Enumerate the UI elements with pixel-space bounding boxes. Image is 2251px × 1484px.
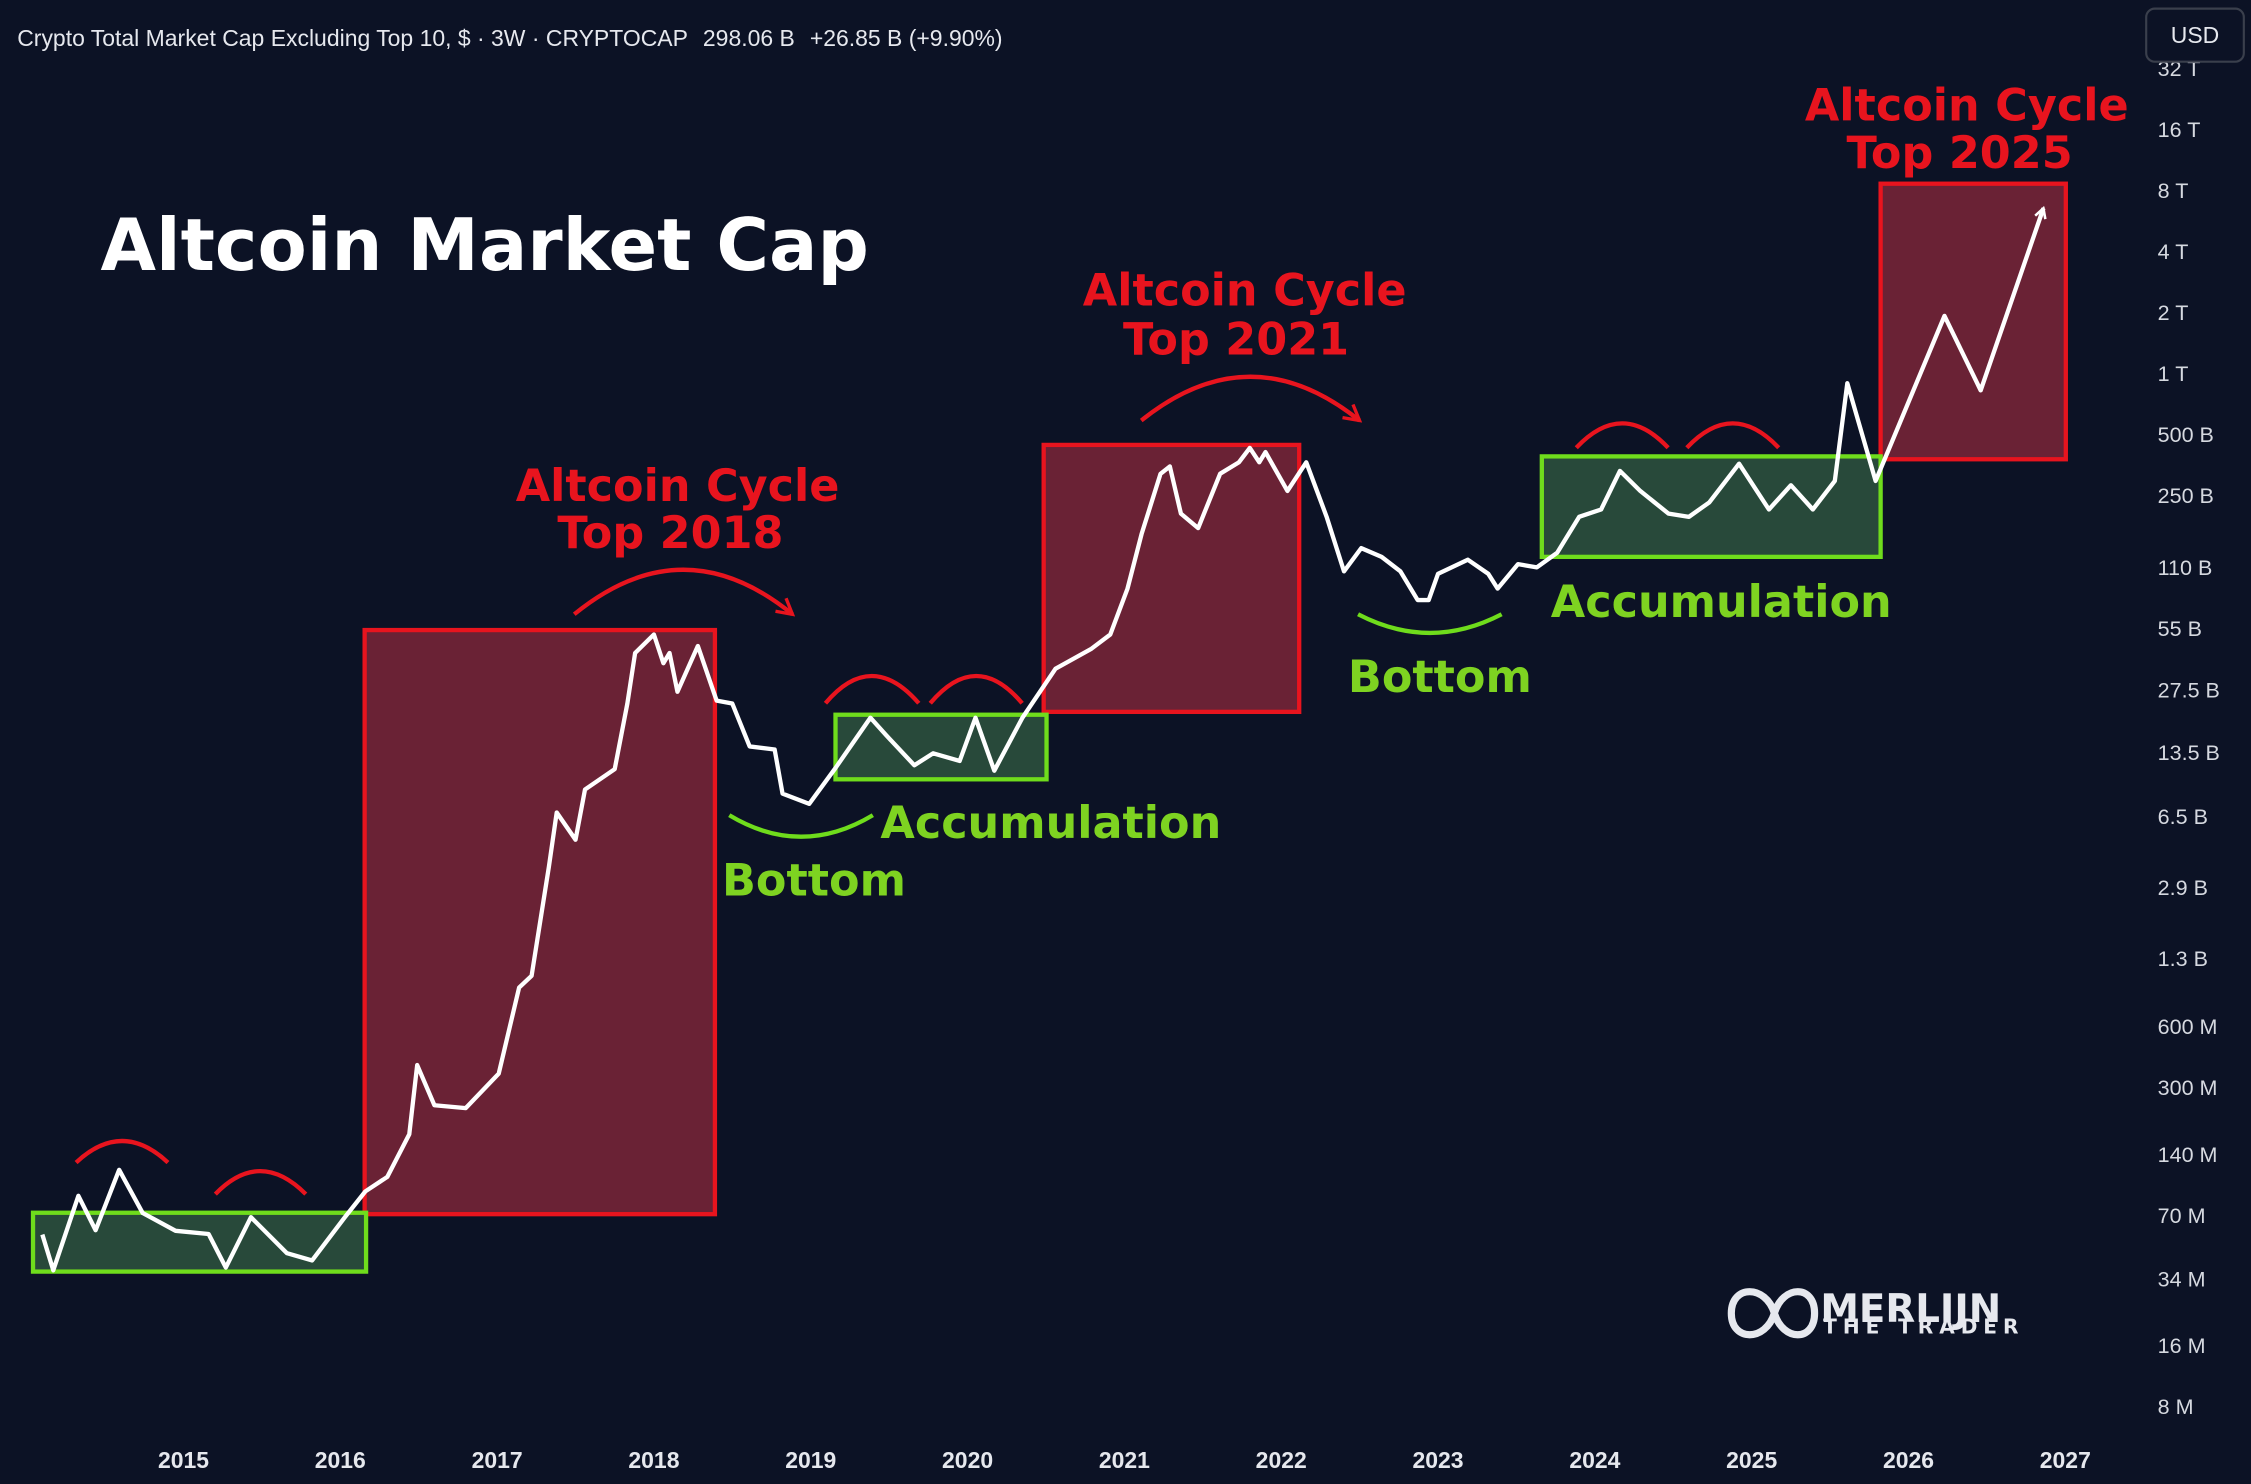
red-arc bbox=[1574, 421, 1670, 450]
annotation: Altcoin Cycle bbox=[1805, 81, 2129, 132]
x-tick-label: 2025 bbox=[1726, 1447, 1777, 1473]
x-tick-label: 2026 bbox=[1883, 1447, 1934, 1473]
y-tick-label: 16 T bbox=[2158, 118, 2201, 142]
y-tick-label: 2.9 B bbox=[2158, 876, 2208, 900]
red-arc bbox=[213, 1169, 308, 1196]
logo: MERLIJN THE TRADER bbox=[1727, 1287, 2019, 1339]
annotation: Altcoin Cycle bbox=[1083, 266, 1407, 317]
y-tick-label: 500 B bbox=[2158, 423, 2214, 447]
y-tick-label: 1 T bbox=[2158, 362, 2189, 386]
y-tick-label: 70 M bbox=[2158, 1204, 2206, 1228]
cycle-top-zone bbox=[1041, 442, 1302, 715]
logo-name: MERLIJN bbox=[1820, 1287, 2001, 1332]
accumulation-zone bbox=[30, 1210, 369, 1274]
y-tick-label: 34 M bbox=[2158, 1268, 2206, 1292]
annotation: Altcoin Cycle bbox=[516, 461, 840, 512]
x-tick-label: 2024 bbox=[1569, 1447, 1620, 1473]
annotation: Top 2021 bbox=[1123, 315, 1349, 366]
chart-title: Altcoin Market Cap bbox=[100, 203, 868, 287]
x-tick-label: 2020 bbox=[942, 1447, 993, 1473]
last-price: 298.06 B bbox=[703, 25, 795, 51]
x-tick-label: 2018 bbox=[628, 1447, 679, 1473]
y-tick-label: 140 M bbox=[2158, 1143, 2218, 1167]
price-line bbox=[40, 208, 2043, 1273]
bottom-arcs bbox=[728, 612, 1503, 839]
y-tick-label: 250 B bbox=[2158, 484, 2214, 508]
logo-tagline: THE TRADER bbox=[1823, 1314, 2019, 1338]
x-tick-label: 2027 bbox=[2040, 1447, 2091, 1473]
arcs bbox=[74, 374, 1781, 1196]
red-arrow-arc bbox=[1139, 374, 1359, 421]
y-tick-label: 110 B bbox=[2158, 556, 2213, 580]
red-arrow-arc bbox=[572, 567, 792, 614]
x-tick-label: 2021 bbox=[1099, 1447, 1150, 1473]
red-arc bbox=[823, 673, 921, 705]
annotation: Bottom bbox=[1348, 652, 1532, 703]
y-tick-label: 27.5 B bbox=[2158, 678, 2220, 702]
y-tick-label: 55 B bbox=[2158, 617, 2202, 641]
plot: 8 M 16 M 34 M 70 M 140 M 300 M 600 M 1.3 B 2.9 B… bbox=[40, 57, 2220, 1473]
currency-label[interactable]: USD bbox=[2171, 22, 2219, 48]
x-tick-label: 2023 bbox=[1413, 1447, 1464, 1473]
currency-button-box[interactable] bbox=[2145, 7, 2245, 63]
x-tick-label: 2015 bbox=[158, 1447, 209, 1473]
currency-button[interactable]: USD bbox=[2145, 7, 2245, 63]
x-tick-label: 2017 bbox=[472, 1447, 523, 1473]
y-tick-label: 32 T bbox=[2158, 57, 2201, 81]
x-tick-label: 2019 bbox=[785, 1447, 836, 1473]
green-arc bbox=[1357, 612, 1503, 635]
annotation: Bottom bbox=[722, 856, 906, 907]
y-tick-label: 1.3 B bbox=[2158, 947, 2208, 971]
y-tick-label: 8 T bbox=[2158, 179, 2189, 203]
y-tick-label: 8 M bbox=[2158, 1395, 2194, 1419]
green-arc bbox=[728, 813, 874, 839]
y-tick-label: 600 M bbox=[2158, 1015, 2218, 1039]
y-tick-label: 6.5 B bbox=[2158, 805, 2208, 829]
annotation: Accumulation bbox=[1551, 577, 1892, 628]
annotation: Top 2025 bbox=[1846, 128, 2072, 179]
annotation: Top 2018 bbox=[557, 508, 783, 559]
red-arc bbox=[928, 673, 1024, 705]
logo-mark bbox=[1727, 1288, 1819, 1339]
symbol: Crypto Total Market Cap Excluding Top 10… bbox=[17, 25, 688, 51]
y-tick-label: 4 T bbox=[2158, 240, 2189, 264]
accumulation-zone bbox=[833, 712, 1049, 782]
header: Crypto Total Market Cap Excluding Top 10… bbox=[17, 25, 1002, 51]
y-tick-label: 300 M bbox=[2158, 1076, 2218, 1100]
red-arc bbox=[1685, 421, 1781, 450]
red-arc bbox=[74, 1139, 170, 1165]
accumulation-zone bbox=[1539, 454, 1883, 560]
x-tick-label: 2022 bbox=[1256, 1447, 1307, 1473]
y-tick-label: 2 T bbox=[2158, 301, 2189, 325]
x-tick-label: 2016 bbox=[315, 1447, 366, 1473]
price-change: +26.85 B (+9.90%) bbox=[810, 25, 1003, 51]
y-tick-label: 13.5 B bbox=[2158, 741, 2220, 765]
annotation: Accumulation bbox=[880, 798, 1221, 849]
y-tick-label: 16 M bbox=[2158, 1334, 2206, 1358]
